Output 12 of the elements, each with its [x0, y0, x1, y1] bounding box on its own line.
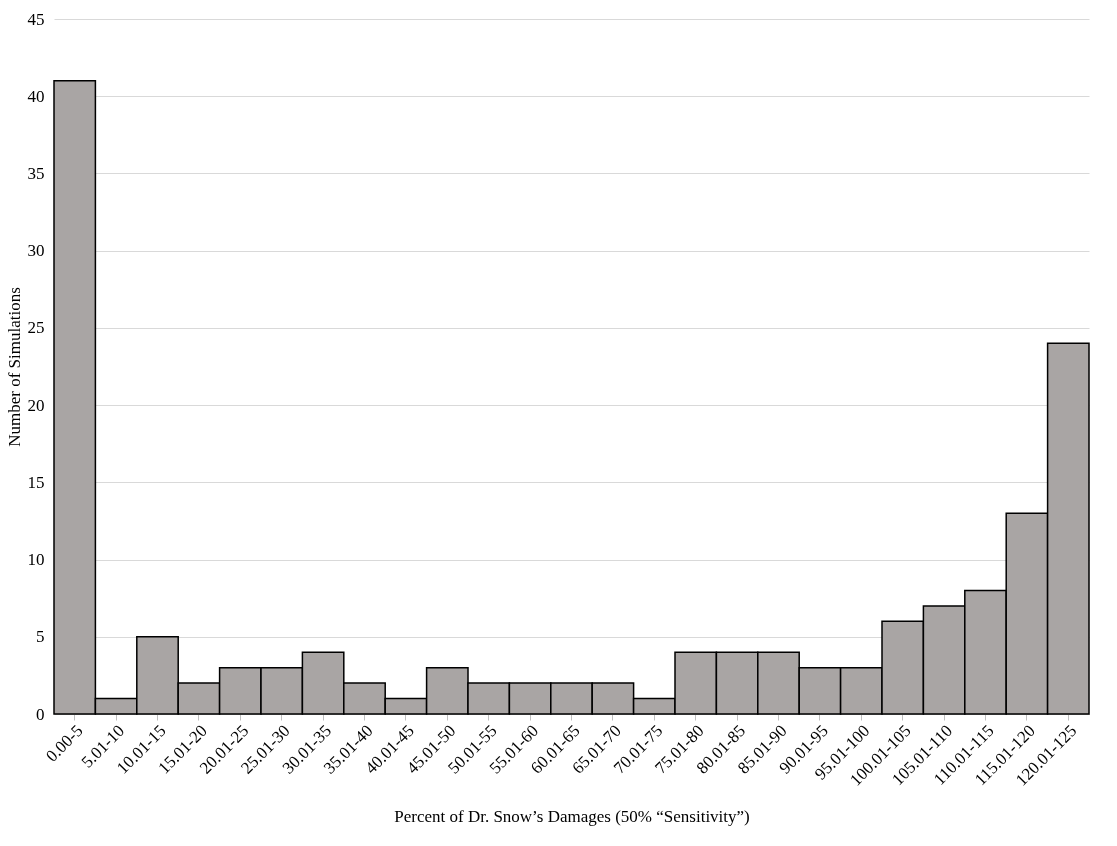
y-tick-label: 45 [27, 9, 45, 29]
y-tick-label: 20 [27, 395, 45, 415]
y-tick-label: 35 [27, 163, 45, 183]
y-tick-label: 0 [36, 704, 45, 724]
y-tick-label: 25 [27, 318, 45, 338]
y-tick-label: 5 [36, 627, 45, 647]
y-tick-label: 40 [27, 86, 45, 106]
y-tick-label: 15 [27, 472, 45, 492]
y-tick-label: 30 [27, 241, 45, 261]
x-axis-title: Percent of Dr. Snow’s Damages (50% “Sensitivity”) [394, 806, 750, 826]
y-axis-title: Number of Simulations [4, 287, 24, 447]
y-tick-label: 10 [27, 550, 45, 570]
